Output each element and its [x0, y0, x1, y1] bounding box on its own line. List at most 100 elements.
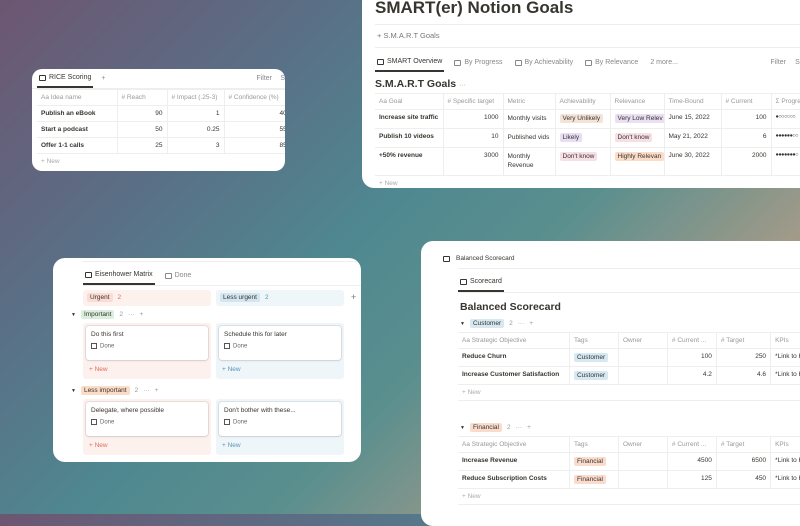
table-cell[interactable]: 3	[167, 137, 225, 154]
table-row[interactable]: Publish 10 videos 10 Published vids Likely D…	[375, 127, 800, 148]
table-cell[interactable]: Highly Relevan	[610, 146, 665, 176]
tab-2-more-[interactable]: 2 more...	[648, 54, 680, 71]
new-card-button[interactable]: + New	[89, 442, 108, 449]
table-cell[interactable]: 4.2	[667, 366, 717, 385]
new-card-button[interactable]: + New	[222, 366, 241, 373]
table-cell[interactable]: Increase Customer Satisfaction	[458, 366, 570, 385]
done-checkbox[interactable]: Done	[224, 419, 336, 426]
tab-by-relevance[interactable]: By Relevance	[583, 54, 640, 71]
column-header[interactable]: Time-Bound	[664, 93, 722, 110]
tab-done[interactable]: Done	[163, 267, 194, 284]
table-cell[interactable]: 25	[117, 137, 168, 154]
column-header[interactable]: Aa Goal	[375, 93, 444, 110]
table-cell[interactable]: *Link to KPIs	[770, 470, 800, 489]
table-cell[interactable]: Don't know	[610, 127, 665, 148]
table-cell[interactable]: 1000	[443, 109, 504, 129]
table-cell[interactable]: 6500	[716, 452, 772, 471]
table-cell[interactable]	[618, 366, 668, 385]
table-cell[interactable]: 85%	[224, 137, 285, 154]
table-cell[interactable]: Very Unlikely	[555, 109, 611, 129]
table-cell[interactable]: 50	[117, 121, 168, 138]
add-row-button[interactable]: +	[527, 424, 531, 431]
table-cell[interactable]: Customer	[569, 366, 619, 385]
table-cell[interactable]: +50% revenue	[375, 146, 444, 176]
table-cell[interactable]: Publish an eBook	[37, 105, 118, 122]
group-header[interactable]: ▼ Less important 2 ··· +	[71, 386, 159, 395]
table-cell[interactable]: 100	[667, 348, 717, 367]
table-row[interactable]: Increase Customer Satisfaction Customer 4.…	[458, 366, 800, 385]
table-cell[interactable]	[618, 452, 668, 471]
sort-button[interactable]: Sor	[795, 59, 800, 66]
add-view-button[interactable]: +	[101, 75, 106, 82]
column-header[interactable]: Achievability	[555, 93, 611, 110]
new-row-button[interactable]: + New	[41, 158, 60, 165]
column-header[interactable]: # Current	[721, 93, 772, 110]
column-header[interactable]: Σ Progress	[771, 93, 800, 110]
table-cell[interactable]: 1	[167, 105, 225, 122]
table-cell[interactable]: 10	[443, 127, 504, 148]
table-cell[interactable]: 450	[716, 470, 772, 489]
table-cell[interactable]: June 30, 2022	[664, 146, 722, 176]
add-row-button[interactable]: +	[529, 320, 534, 327]
table-cell[interactable]: 250	[716, 348, 772, 367]
add-card-button[interactable]: +	[139, 311, 144, 318]
table-row[interactable]: Reduce Subscription Costs Financial 125 450…	[458, 470, 800, 489]
done-checkbox[interactable]: Done	[91, 419, 203, 426]
more-options-button[interactable]: ···	[128, 311, 135, 318]
column-header[interactable]: Relevance	[610, 93, 665, 110]
table-cell[interactable]: Published vids	[503, 127, 556, 148]
kanban-card[interactable]: Do this first Done	[86, 326, 208, 360]
table-cell[interactable]: 55%	[224, 121, 285, 138]
kanban-card[interactable]: Schedule this for later Done	[219, 326, 341, 360]
filter-button[interactable]: Filter	[770, 59, 786, 66]
table-cell[interactable]: Customer	[569, 348, 619, 367]
tab-scorecard[interactable]: Scorecard	[458, 273, 504, 292]
table-row[interactable]: Offer 1-1 calls25385%	[37, 137, 285, 154]
new-card-button[interactable]: + New	[222, 442, 241, 449]
table-cell[interactable]: 6	[721, 127, 772, 148]
tab-by-progress[interactable]: By Progress	[452, 54, 504, 71]
column-header[interactable]: # Confidence (%)	[224, 89, 285, 106]
column-header[interactable]: Aa Idea name	[37, 89, 118, 106]
table-cell[interactable]: Increase Revenue	[458, 452, 570, 471]
table-cell[interactable]: 4500	[667, 452, 717, 471]
linked-database-link[interactable]: + S.M.A.R.T Goals	[377, 31, 440, 40]
column-header[interactable]: Tags	[569, 332, 619, 349]
more-options-button[interactable]: ···	[143, 387, 150, 394]
checkbox-icon[interactable]	[224, 419, 230, 425]
table-cell[interactable]: ●●●●●●●○	[771, 146, 800, 176]
done-checkbox[interactable]: Done	[91, 343, 203, 350]
column-header-urgent[interactable]: Urgent 2	[83, 290, 211, 306]
more-options-button[interactable]: ···	[459, 82, 467, 89]
column-header[interactable]: Aa Strategic Objective	[458, 332, 570, 349]
table-cell[interactable]: 40%	[224, 105, 285, 122]
table-cell[interactable]: Monthly visits	[503, 109, 556, 129]
table-cell[interactable]: June 15, 2022	[664, 109, 722, 129]
table-cell[interactable]: Reduce Churn	[458, 348, 570, 367]
table-cell[interactable]: 125	[667, 470, 717, 489]
column-header[interactable]: Owner	[618, 332, 668, 349]
table-cell[interactable]: Don't know	[555, 146, 611, 176]
table-cell[interactable]: 4.6	[716, 366, 772, 385]
table-cell[interactable]: *Link to KPIs	[770, 348, 800, 367]
table-cell[interactable]: Increase site traffic	[375, 109, 444, 129]
table-cell[interactable]: Start a podcast	[37, 121, 118, 138]
table-cell[interactable]	[618, 348, 668, 367]
table-row[interactable]: +50% revenue 3000 Monthly Revenue Don't kno…	[375, 146, 800, 176]
column-header[interactable]: # Target	[716, 436, 772, 453]
sort-button[interactable]: S	[280, 75, 285, 82]
table-cell[interactable]: *Link to KPIs	[770, 452, 800, 471]
collapse-toggle-icon[interactable]: ▼	[71, 387, 76, 394]
table-cell[interactable]: 2000	[721, 146, 772, 176]
kanban-card[interactable]: Delegate, where possible Done	[86, 402, 208, 436]
column-header[interactable]: # Impact (.25-3)	[167, 89, 225, 106]
table-cell[interactable]: 90	[117, 105, 168, 122]
group-header[interactable]: ▼ Important 2 ··· +	[71, 310, 143, 319]
table-row[interactable]: Increase site traffic 1000 Monthly visits V…	[375, 109, 800, 129]
tab-smart-overview[interactable]: SMART Overview	[375, 53, 445, 72]
table-cell[interactable]: Financial	[569, 452, 619, 471]
column-header[interactable]: Owner	[618, 436, 668, 453]
collapse-toggle-icon[interactable]: ▼	[71, 311, 76, 318]
column-header[interactable]: Metric	[503, 93, 556, 110]
